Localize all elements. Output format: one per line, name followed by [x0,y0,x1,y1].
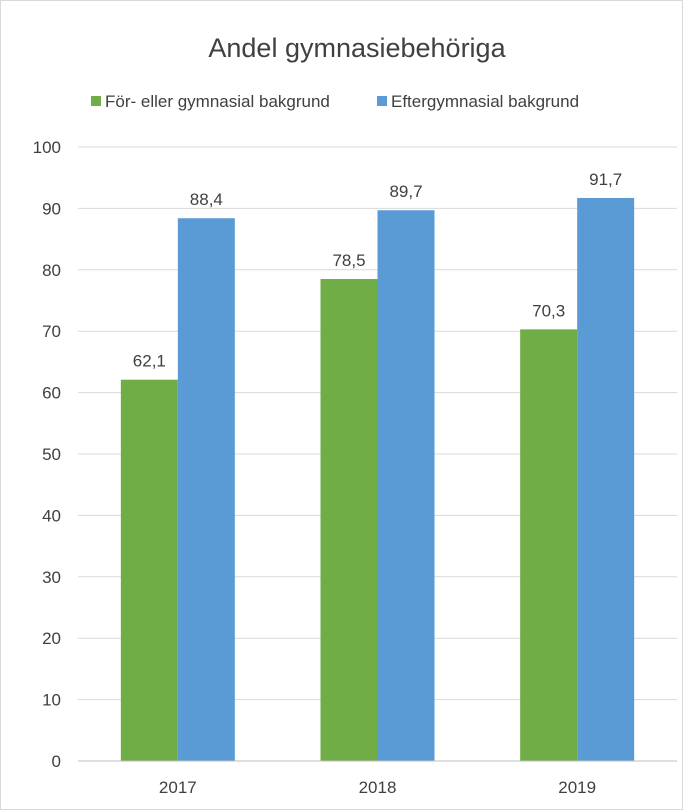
y-tick-label: 0 [52,752,61,771]
data-labels: 62,1 88,4 78,5 89,7 70,3 91,7 [133,170,622,371]
y-tick-label: 90 [42,199,61,218]
y-tick-label: 40 [42,506,61,525]
y-tick-label: 20 [42,629,61,648]
y-tick-label: 50 [42,445,61,464]
legend: För- eller gymnasial bakgrund Eftergymnas… [91,92,579,111]
y-tick-label: 80 [42,261,61,280]
y-tick-label: 60 [42,384,61,403]
bar [520,329,578,761]
x-tick-label: 2017 [159,778,197,797]
bars [120,197,635,761]
legend-label: För- eller gymnasial bakgrund [105,92,330,111]
chart-title: Andel gymnasiebehöriga [208,33,506,63]
data-label: 88,4 [190,190,223,209]
bar [377,210,435,761]
y-tick-label: 30 [42,568,61,587]
legend-label: Eftergymnasial bakgrund [391,92,579,111]
legend-swatch [91,96,101,106]
bar [320,279,378,761]
bar [577,197,635,761]
y-tick-label: 70 [42,322,61,341]
bar [177,218,235,761]
axes: 0 10 20 30 40 50 60 70 80 90 100 2017 2018 2019 [33,138,677,797]
bar [120,379,178,761]
x-tick-label: 2018 [359,778,397,797]
data-label: 62,1 [133,352,166,371]
x-tick-label: 2019 [558,778,596,797]
legend-swatch [377,96,387,106]
data-label: 70,3 [532,301,565,320]
y-tick-label: 10 [42,691,61,710]
data-label: 78,5 [332,251,365,270]
y-tick-label: 100 [33,138,61,157]
data-label: 89,7 [389,182,422,201]
data-label: 91,7 [589,170,622,189]
